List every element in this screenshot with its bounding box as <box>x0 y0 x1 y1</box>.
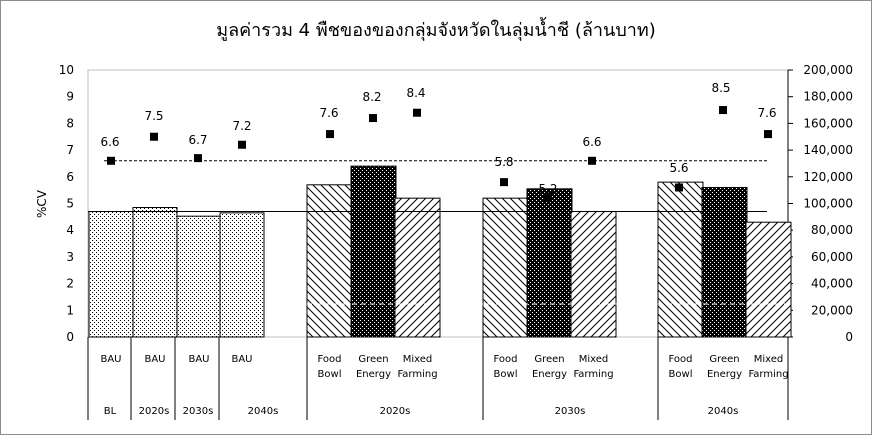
cv-data-label: 7.5 <box>144 109 163 123</box>
scenario-label: Mixed <box>403 354 433 365</box>
cv-marker <box>500 178 508 187</box>
cv-data-label: 6.7 <box>188 133 207 147</box>
y2-tick-label: 100,000 <box>803 197 853 211</box>
scenario-label: BAU <box>144 354 165 365</box>
y2-tick-label: 60,000 <box>811 250 853 264</box>
bar <box>219 212 265 338</box>
scenario-label: Farming <box>397 369 437 380</box>
bar <box>482 197 529 338</box>
scenario-label: Mixed <box>754 354 784 365</box>
scenario-label: BAU <box>188 354 209 365</box>
cv-data-label: 8.4 <box>406 86 425 100</box>
y2-tick-label: 40,000 <box>811 277 853 291</box>
scenario-label: Farming <box>748 369 788 380</box>
bar <box>526 188 573 338</box>
y-tick-label: 9 <box>66 90 74 104</box>
bar <box>306 184 353 338</box>
cv-data-label: 7.6 <box>319 106 338 120</box>
y2-tick-label: 20,000 <box>811 303 853 317</box>
y-tick-label: 6 <box>66 170 74 184</box>
cv-marker <box>764 130 772 139</box>
scenario-label: Green <box>534 354 564 365</box>
period-label: 2040s <box>248 406 279 417</box>
y2-tick-label: 140,000 <box>803 143 853 157</box>
scenario-label: Mixed <box>579 354 609 365</box>
period-label: 2030s <box>555 406 586 417</box>
y2-tick-label: 80,000 <box>811 223 853 237</box>
period-label: BL <box>104 406 117 417</box>
y2-tick-label: 180,000 <box>803 90 853 104</box>
cv-marker <box>719 106 727 115</box>
bar <box>350 165 397 338</box>
bar <box>176 215 222 338</box>
chart-title: มูลค่ารวม 4 พืชของของกลุ่มจังหวัดในลุ่มน… <box>216 17 656 41</box>
y2-tick-label: 120,000 <box>803 170 853 184</box>
y-tick-label: 1 <box>66 303 74 317</box>
period-label: 2020s <box>139 406 170 417</box>
scenario-label: Bowl <box>669 369 693 380</box>
y-tick-label: 7 <box>66 143 74 157</box>
scenario-label: Energy <box>532 369 567 380</box>
cv-data-label: 6.6 <box>100 135 119 149</box>
period-label: 2040s <box>708 406 739 417</box>
cv-data-label: 8.2 <box>362 90 381 104</box>
bar <box>394 197 441 338</box>
scenario-label: Energy <box>356 369 391 380</box>
cv-marker <box>675 183 683 192</box>
y2-tick-label: 0 <box>845 330 853 344</box>
y-tick-label: 4 <box>66 223 74 237</box>
bar <box>570 211 617 338</box>
scenario-label: Farming <box>573 369 613 380</box>
cv-data-label: 5.6 <box>669 161 688 175</box>
plot-area: 0 1 2 3 4 5 6 7 8 9 10 0 20,000 40,000 60,000 80,000 100… <box>59 63 853 420</box>
cv-marker <box>326 130 334 139</box>
scenario-label: Green <box>709 354 739 365</box>
y-tick-label: 2 <box>66 277 74 291</box>
y2-tick-label: 160,000 <box>803 116 853 130</box>
scenario-label: Food <box>318 354 342 365</box>
scenario-label: Food <box>494 354 518 365</box>
cv-data-label: 7.2 <box>232 119 251 133</box>
scenario-label: Energy <box>707 369 742 380</box>
cv-marker <box>107 156 115 165</box>
cv-marker <box>194 154 202 163</box>
cv-marker <box>150 132 158 141</box>
bar <box>745 221 792 338</box>
cv-marker <box>238 140 246 149</box>
cv-data-label: 7.6 <box>757 106 776 120</box>
bar <box>701 186 748 338</box>
bar <box>132 207 178 338</box>
scenario-label: Bowl <box>318 369 342 380</box>
cv-marker <box>369 114 377 123</box>
y-axis-title: %CV <box>35 189 49 218</box>
cv-data-label: 5.2 <box>538 182 557 196</box>
scenario-label: BAU <box>231 354 252 365</box>
y-tick-label: 0 <box>66 330 74 344</box>
period-label: 2030s <box>183 406 214 417</box>
cv-marker <box>588 156 596 165</box>
bar <box>657 181 704 338</box>
period-label: 2020s <box>380 406 411 417</box>
y-tick-label: 5 <box>66 197 74 211</box>
cv-marker <box>544 194 552 203</box>
bar <box>88 211 134 338</box>
y2-tick-label: 200,000 <box>803 63 853 77</box>
cv-marker <box>413 108 421 117</box>
y-tick-label: 8 <box>66 116 74 130</box>
cv-data-label: 5.8 <box>494 155 513 169</box>
y-tick-label: 3 <box>66 250 74 264</box>
scenario-label: BAU <box>100 354 121 365</box>
y-tick-label: 10 <box>59 63 74 77</box>
scenario-label: Bowl <box>494 369 518 380</box>
cv-data-label: 8.5 <box>711 81 730 95</box>
cv-data-label: 6.6 <box>582 135 601 149</box>
scenario-label: Food <box>669 354 693 365</box>
scenario-label: Green <box>358 354 388 365</box>
